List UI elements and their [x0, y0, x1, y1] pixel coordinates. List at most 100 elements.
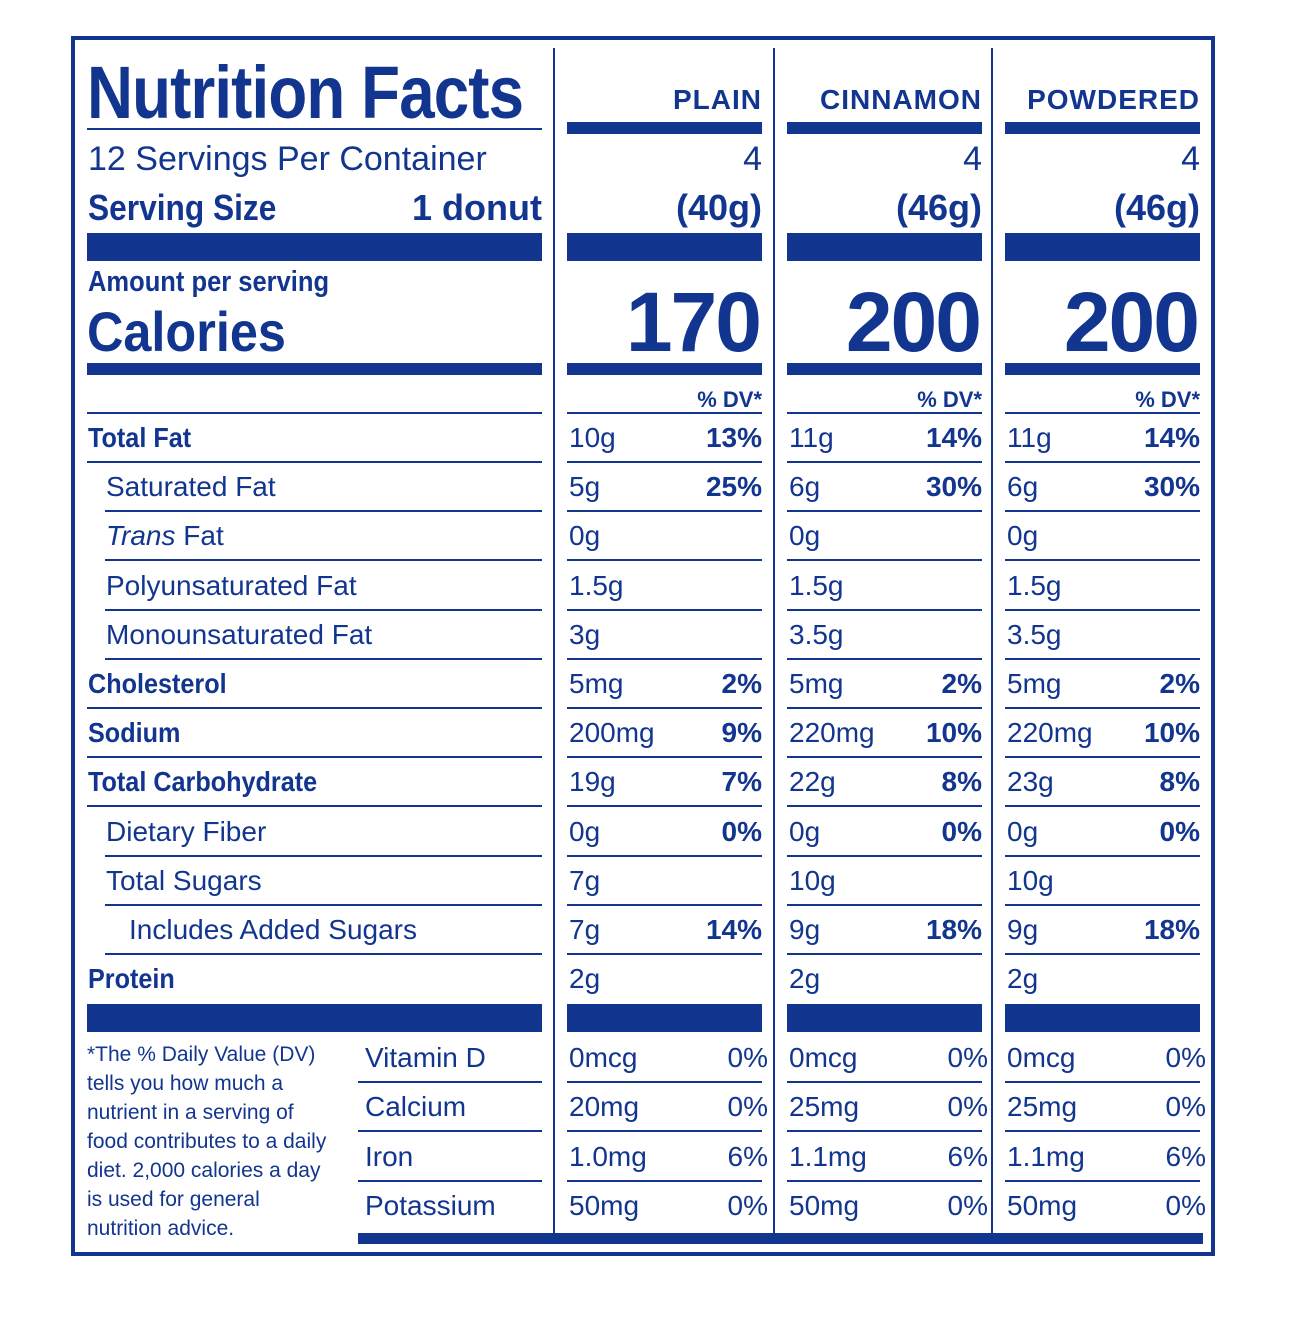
vitamin-dv: 6%	[947, 1140, 988, 1172]
row-rule	[787, 953, 982, 955]
row-rule	[787, 805, 982, 808]
row-rule	[1005, 657, 1200, 660]
vitamin-rule	[358, 1081, 542, 1083]
nutrition-facts-label	[71, 36, 1215, 1256]
nutrient-amount: 7g	[569, 864, 601, 896]
nutrient-dv: 7%	[721, 766, 762, 798]
nutrient-dv: 8%	[1159, 766, 1200, 798]
vitamin-rule	[1005, 1179, 1200, 1182]
vitamin-amount: 20mg	[569, 1091, 640, 1123]
dv-header: % DV*	[697, 387, 762, 412]
vitamin-rule	[358, 1179, 542, 1182]
vitamin-rule	[787, 1081, 982, 1083]
nutrient-dv: 2%	[721, 668, 762, 699]
vitamin-rule	[787, 1179, 982, 1182]
dv-rule-left	[87, 412, 542, 414]
nutrient-label: Includes Added Sugars	[129, 914, 417, 945]
column-servings: 4	[963, 140, 982, 178]
row-rule	[567, 559, 762, 562]
row-rule	[567, 657, 762, 660]
nutrient-dv: 30%	[1143, 471, 1200, 503]
nutrient-amount: 7g	[569, 914, 601, 945]
nutrient-dv: 14%	[925, 422, 982, 453]
column-header-name: CINNAMON	[820, 84, 982, 115]
label-title: Nutrition Facts	[87, 51, 524, 134]
vitamin-label: Potassium	[365, 1189, 496, 1221]
row-rule	[567, 510, 762, 513]
dv-rule	[787, 412, 982, 414]
nutrient-amount: 10g	[569, 422, 616, 453]
vitamin-dv: 0%	[727, 1091, 768, 1123]
vitamin-amount: 1.0mg	[569, 1140, 647, 1172]
vitamin-dv: 0%	[1165, 1091, 1206, 1123]
nutrient-amount: 0g	[789, 520, 821, 552]
nutrient-amount: 11g	[1007, 422, 1052, 453]
column-calories: 200	[1063, 275, 1200, 369]
column-vitamin-rule	[567, 1004, 762, 1032]
servings-per-container: 12 Servings Per Container	[88, 140, 487, 178]
vitamin-amount: 0mcg	[1007, 1042, 1076, 1073]
vitamin-amount: 0mcg	[569, 1042, 638, 1073]
dv-rule	[567, 412, 762, 414]
dv-header: % DV*	[917, 387, 982, 412]
column-thick-rule	[1005, 233, 1200, 261]
nutrient-dv: 30%	[925, 471, 982, 503]
nutrient-amount: 220mg	[1007, 717, 1093, 749]
vitamin-dv: 0%	[1165, 1042, 1206, 1073]
nutrient-dv: 18%	[925, 914, 982, 945]
vitamin-label: Vitamin D	[365, 1042, 486, 1073]
nutrient-dv: 8%	[941, 766, 982, 798]
thick-rule-serving	[87, 233, 542, 261]
nutrient-amount: 10g	[789, 864, 836, 896]
column-calories: 200	[845, 275, 982, 369]
row-rule	[105, 657, 542, 660]
column-serving-weight: (46g)	[895, 187, 982, 228]
vitamin-rule	[1005, 1130, 1200, 1133]
nutrient-amount: 1.5g	[569, 569, 624, 601]
vitamin-dv: 0%	[1165, 1189, 1206, 1221]
row-rule	[105, 608, 542, 611]
column-vitamin-rule	[787, 1004, 982, 1032]
nutrient-dv: 0%	[721, 815, 762, 847]
nutrient-amount: 2g	[569, 963, 601, 995]
row-rule	[1005, 461, 1200, 463]
nutrient-amount: 1.5g	[1007, 569, 1062, 601]
nutrient-amount: 0g	[789, 815, 821, 847]
nutrient-amount: 23g	[1007, 766, 1054, 798]
nutrient-amount: 3.5g	[789, 618, 844, 650]
nutrient-amount: 5g	[569, 471, 601, 503]
vitamin-amount: 25mg	[789, 1091, 860, 1123]
vitamin-rule	[567, 1081, 762, 1083]
row-rule	[787, 461, 982, 463]
row-rule	[87, 461, 542, 463]
nutrient-amount: 9g	[1007, 914, 1039, 945]
nutrient-amount: 2g	[1007, 963, 1039, 995]
column-divider	[553, 48, 555, 1233]
vitamin-amount: 1.1mg	[789, 1140, 867, 1172]
vitamin-rule	[1005, 1081, 1200, 1083]
row-rule	[787, 608, 982, 611]
nutrient-amount: 5mg	[789, 668, 844, 699]
nutrient-amount: 0g	[569, 815, 601, 847]
nutrient-label: Trans Fat	[106, 520, 224, 552]
row-rule	[1005, 756, 1200, 759]
nutrient-amount: 220mg	[789, 717, 875, 749]
nutrient-amount: 0g	[569, 520, 601, 552]
vitamin-dv: 0%	[727, 1042, 768, 1073]
column-divider	[773, 48, 775, 1233]
nutrient-amount: 200mg	[569, 717, 655, 749]
vitamin-dv: 0%	[947, 1091, 988, 1123]
nutrient-dv: 14%	[1143, 422, 1200, 453]
column-divider	[991, 48, 993, 1233]
column-thick-rule	[787, 233, 982, 261]
column-header-rule	[787, 122, 982, 134]
nutrient-dv: 2%	[941, 668, 982, 699]
vitamin-amount: 50mg	[569, 1189, 640, 1221]
thick-rule-vitamins	[87, 1004, 542, 1032]
vitamin-rule	[787, 1130, 982, 1133]
nutrient-dv: 10%	[925, 717, 982, 749]
nutrient-amount: 3.5g	[1007, 618, 1062, 650]
vitamin-amount: 50mg	[1007, 1189, 1078, 1221]
nutrient-amount: 5mg	[1007, 668, 1062, 699]
row-rule	[567, 461, 762, 463]
